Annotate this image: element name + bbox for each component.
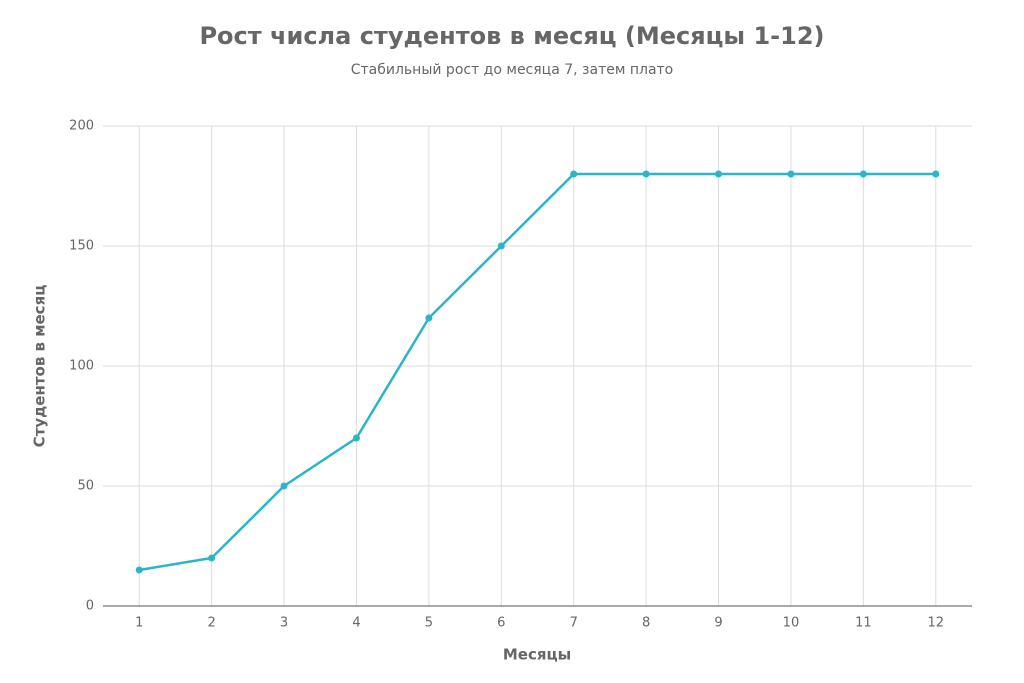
data-point <box>570 170 578 178</box>
y-tick-label: 100 <box>69 359 94 374</box>
y-tick-label: 50 <box>77 479 94 494</box>
data-point <box>208 554 216 562</box>
y-axis-label: Студентов в месяц <box>31 285 49 448</box>
chart-title: Рост числа студентов в месяц (Месяцы 1-1… <box>199 22 824 50</box>
data-point <box>280 482 288 490</box>
data-point <box>787 170 795 178</box>
x-tick-label: 3 <box>280 616 288 631</box>
data-point <box>932 170 940 178</box>
x-tick-label: 6 <box>497 616 505 631</box>
x-tick-label: 12 <box>928 616 945 631</box>
data-point <box>425 314 433 322</box>
data-point <box>859 170 867 178</box>
x-tick-label: 10 <box>783 616 800 631</box>
data-point <box>135 566 143 574</box>
data-point <box>352 434 360 442</box>
x-axis-label: Месяцы <box>503 646 571 664</box>
x-tick-label: 1 <box>135 616 143 631</box>
series-line <box>139 172 936 572</box>
x-tick-label: 5 <box>425 616 433 631</box>
x-tick-label: 11 <box>855 616 872 631</box>
y-tick-label: 0 <box>86 599 94 614</box>
data-point <box>715 170 723 178</box>
x-tick-label: 2 <box>207 616 215 631</box>
y-tick-label: 150 <box>69 239 94 254</box>
data-point <box>642 170 650 178</box>
x-tick-label: 8 <box>642 616 650 631</box>
x-tick-label: 9 <box>714 616 722 631</box>
chart-subtitle: Стабильный рост до месяца 7, затем плато <box>351 62 674 78</box>
x-tick-label: 4 <box>352 616 360 631</box>
y-tick-label: 200 <box>69 119 94 134</box>
data-point <box>497 242 505 250</box>
x-tick-label: 7 <box>570 616 578 631</box>
